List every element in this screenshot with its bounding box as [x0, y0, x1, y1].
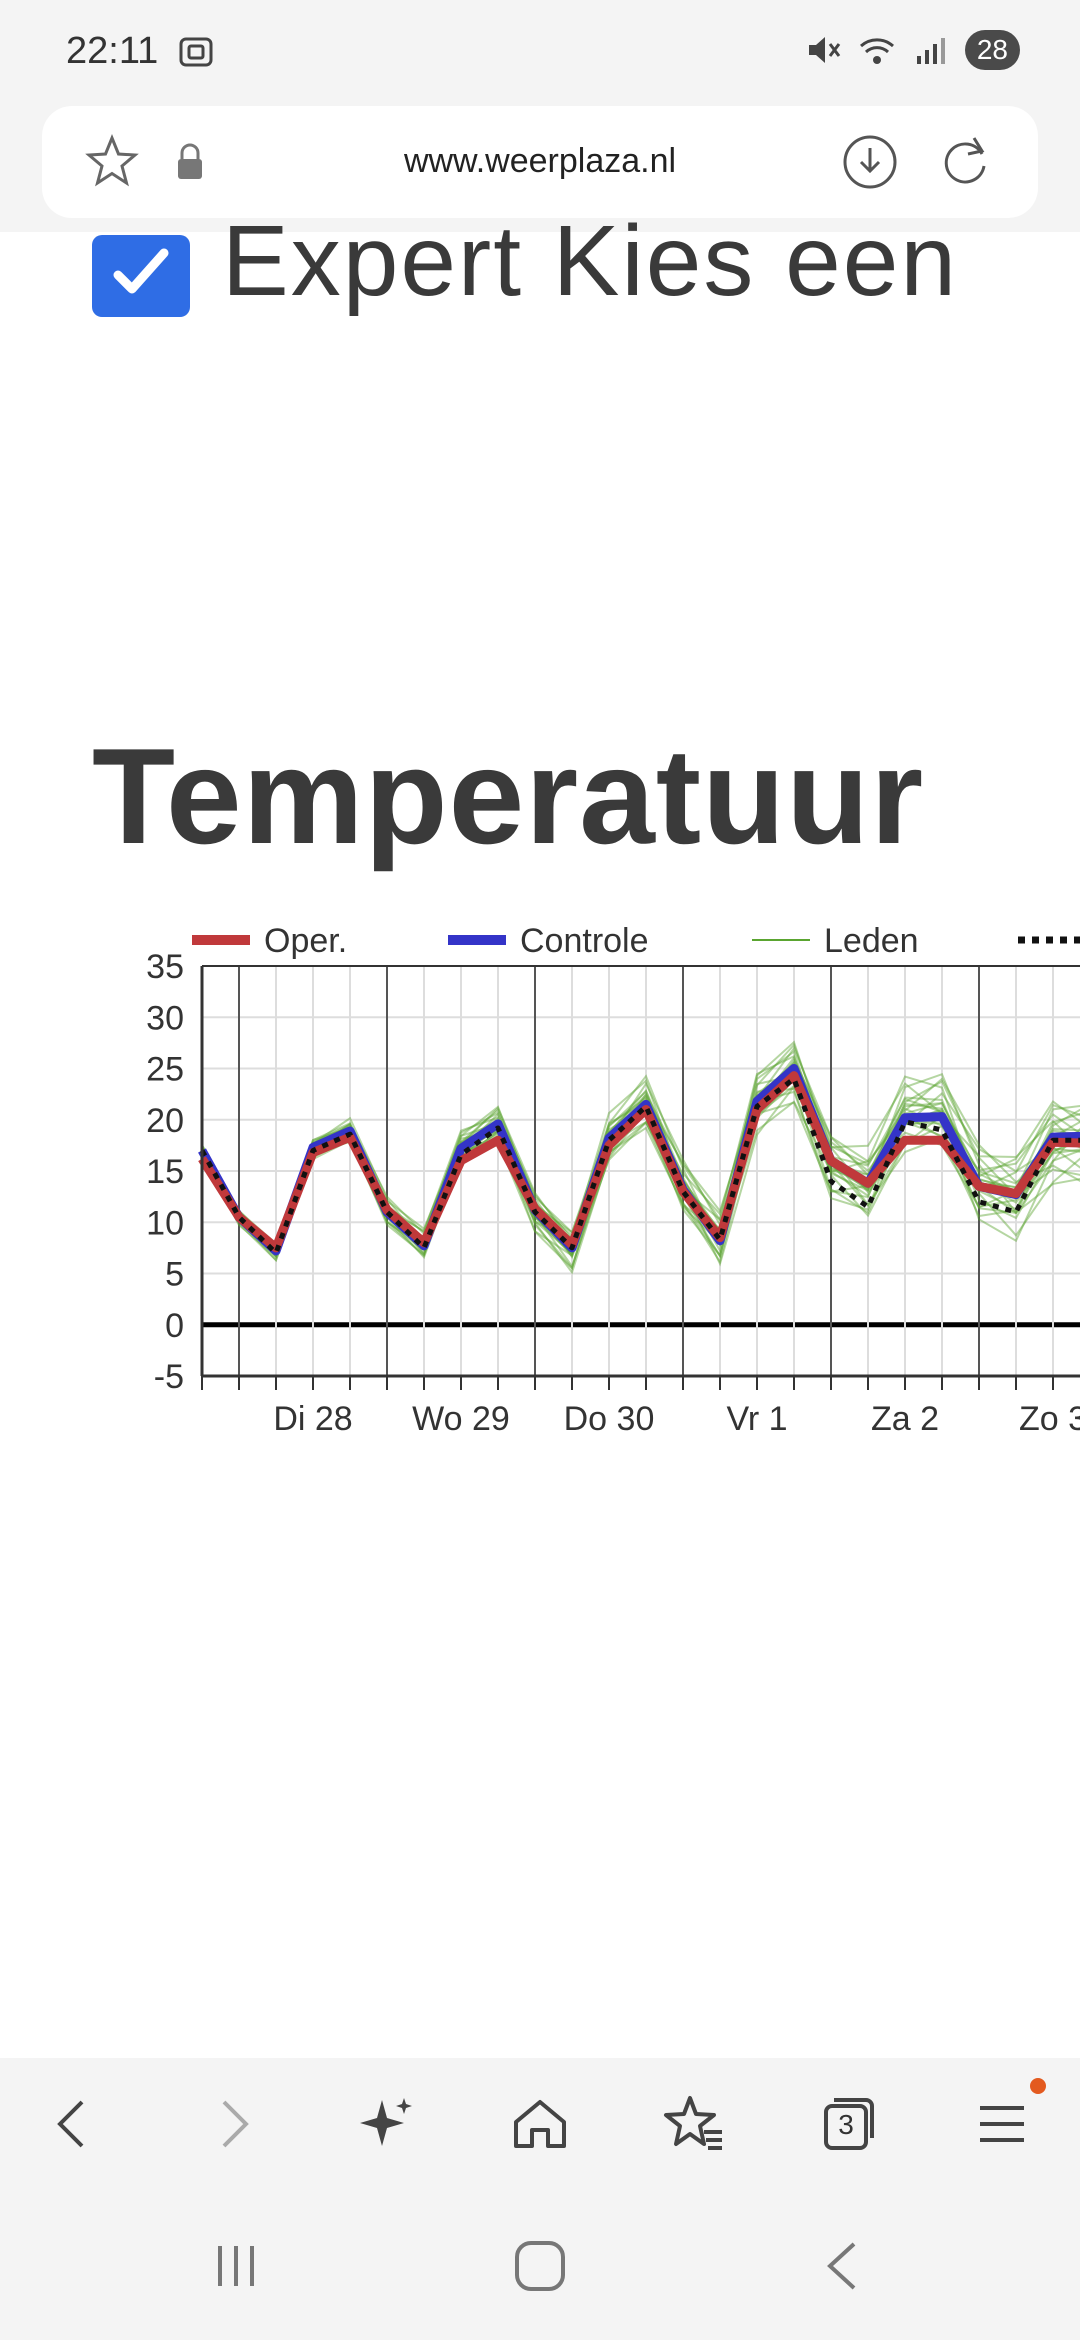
lock-icon: [178, 143, 202, 179]
y-tick-label: 5: [165, 1256, 184, 1294]
back-icon[interactable]: [42, 2092, 106, 2156]
x-tick-label: Di 28: [273, 1400, 352, 1438]
home-nav-icon[interactable]: [510, 2236, 570, 2296]
x-tick-label: Za 2: [871, 1400, 939, 1438]
address-bar[interactable]: www.weerplaza.nl: [42, 106, 1038, 218]
member-line: [201, 1078, 1080, 1256]
y-tick-label: 15: [146, 1153, 184, 1191]
chart-axes: 35 30 25 20 15 10 5 0 -5 Di 28 Wo 29 Do 30 Vr 1 Za 2 Z…: [146, 948, 1080, 1438]
tabs-icon: [824, 2098, 874, 2150]
expert-option[interactable]: Expert Kies een: [92, 205, 958, 326]
tab-count: 3: [838, 2109, 854, 2140]
recent-apps-icon[interactable]: [206, 2236, 266, 2296]
menu-icon[interactable]: [970, 2092, 1034, 2156]
x-tick-label: Vr 1: [726, 1400, 787, 1438]
member-line: [201, 1069, 1080, 1254]
expert-checkbox[interactable]: [92, 235, 190, 317]
star-outline-icon[interactable]: [82, 132, 142, 192]
bookmarks-icon[interactable]: [662, 2092, 726, 2156]
mute-icon: [808, 37, 841, 63]
back-nav-icon[interactable]: [814, 2236, 874, 2296]
y-tick-label: 10: [146, 1204, 184, 1242]
chart-legend: Oper. Controle Leden: [192, 922, 1080, 960]
notification-dot: [1030, 2078, 1046, 2094]
legend-label: Leden: [824, 922, 919, 960]
page-title: Temperatuur: [92, 720, 925, 872]
chart-grid: [201, 965, 1080, 1377]
y-tick-label: 20: [146, 1102, 184, 1140]
member-line: [201, 1074, 1080, 1263]
url-text[interactable]: www.weerplaza.nl: [403, 142, 677, 180]
x-tick-label: Do 30: [564, 1400, 655, 1438]
home-icon[interactable]: [508, 2092, 572, 2156]
series-lines: [198, 1064, 1080, 1256]
y-tick-label: 35: [146, 948, 184, 986]
browser-toolbar: 3: [0, 2058, 1080, 2190]
status-icons: 28: [803, 30, 1020, 70]
screenshot-icon: [179, 37, 213, 67]
ai-sparkle-icon[interactable]: [354, 2092, 418, 2156]
temperature-chart: Oper. Controle Leden 35 30 25 20 15 10 5 0 -5 Di 28…: [146, 922, 1080, 1438]
expert-label: Expert Kies een: [222, 204, 958, 317]
y-tick-label: 25: [146, 1051, 184, 1089]
controle-line: [198, 1064, 1080, 1256]
reload-icon[interactable]: [936, 132, 996, 192]
battery-level: 28: [964, 30, 1020, 70]
members-lines: [201, 1040, 1080, 1275]
wifi-icon: [859, 38, 894, 64]
y-tick-label: -5: [154, 1358, 184, 1396]
legend-label: Controle: [520, 922, 649, 960]
x-tick-label: Zo 3: [1019, 1400, 1080, 1438]
dotted-line: [199, 1076, 1080, 1256]
system-nav-bar: [0, 2190, 1080, 2340]
browser-address-bar-area: www.weerplaza.nl: [0, 106, 1080, 232]
legend-label: Oper.: [264, 922, 347, 960]
tabs-button[interactable]: 3: [816, 2092, 880, 2156]
y-tick-label: 30: [146, 999, 184, 1037]
download-icon[interactable]: [840, 132, 900, 192]
forward-icon[interactable]: [200, 2092, 264, 2156]
status-bar: 22:11 28: [0, 0, 1080, 110]
x-tick-label: Wo 29: [412, 1400, 510, 1438]
y-tick-label: 0: [165, 1307, 184, 1345]
status-time: 22:11: [66, 30, 159, 72]
signal-icon: [916, 38, 945, 64]
checkmark-icon: [113, 248, 169, 294]
